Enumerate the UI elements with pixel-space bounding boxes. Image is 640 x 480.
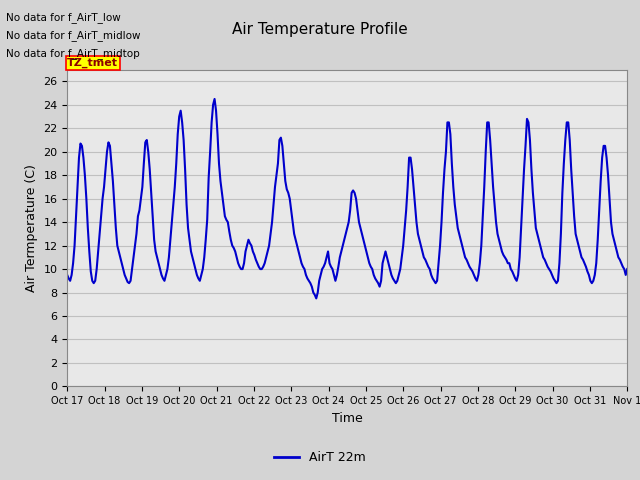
Text: No data for f_AirT_midlow: No data for f_AirT_midlow: [6, 30, 141, 41]
X-axis label: Time: Time: [332, 412, 363, 425]
Legend: AirT 22m: AirT 22m: [269, 446, 371, 469]
Text: TZ_tmet: TZ_tmet: [67, 58, 118, 68]
Text: Air Temperature Profile: Air Temperature Profile: [232, 22, 408, 36]
Text: No data for f_AirT_low: No data for f_AirT_low: [6, 12, 121, 23]
Text: No data for f_AirT_midtop: No data for f_AirT_midtop: [6, 48, 140, 60]
Y-axis label: Air Termperature (C): Air Termperature (C): [25, 164, 38, 292]
